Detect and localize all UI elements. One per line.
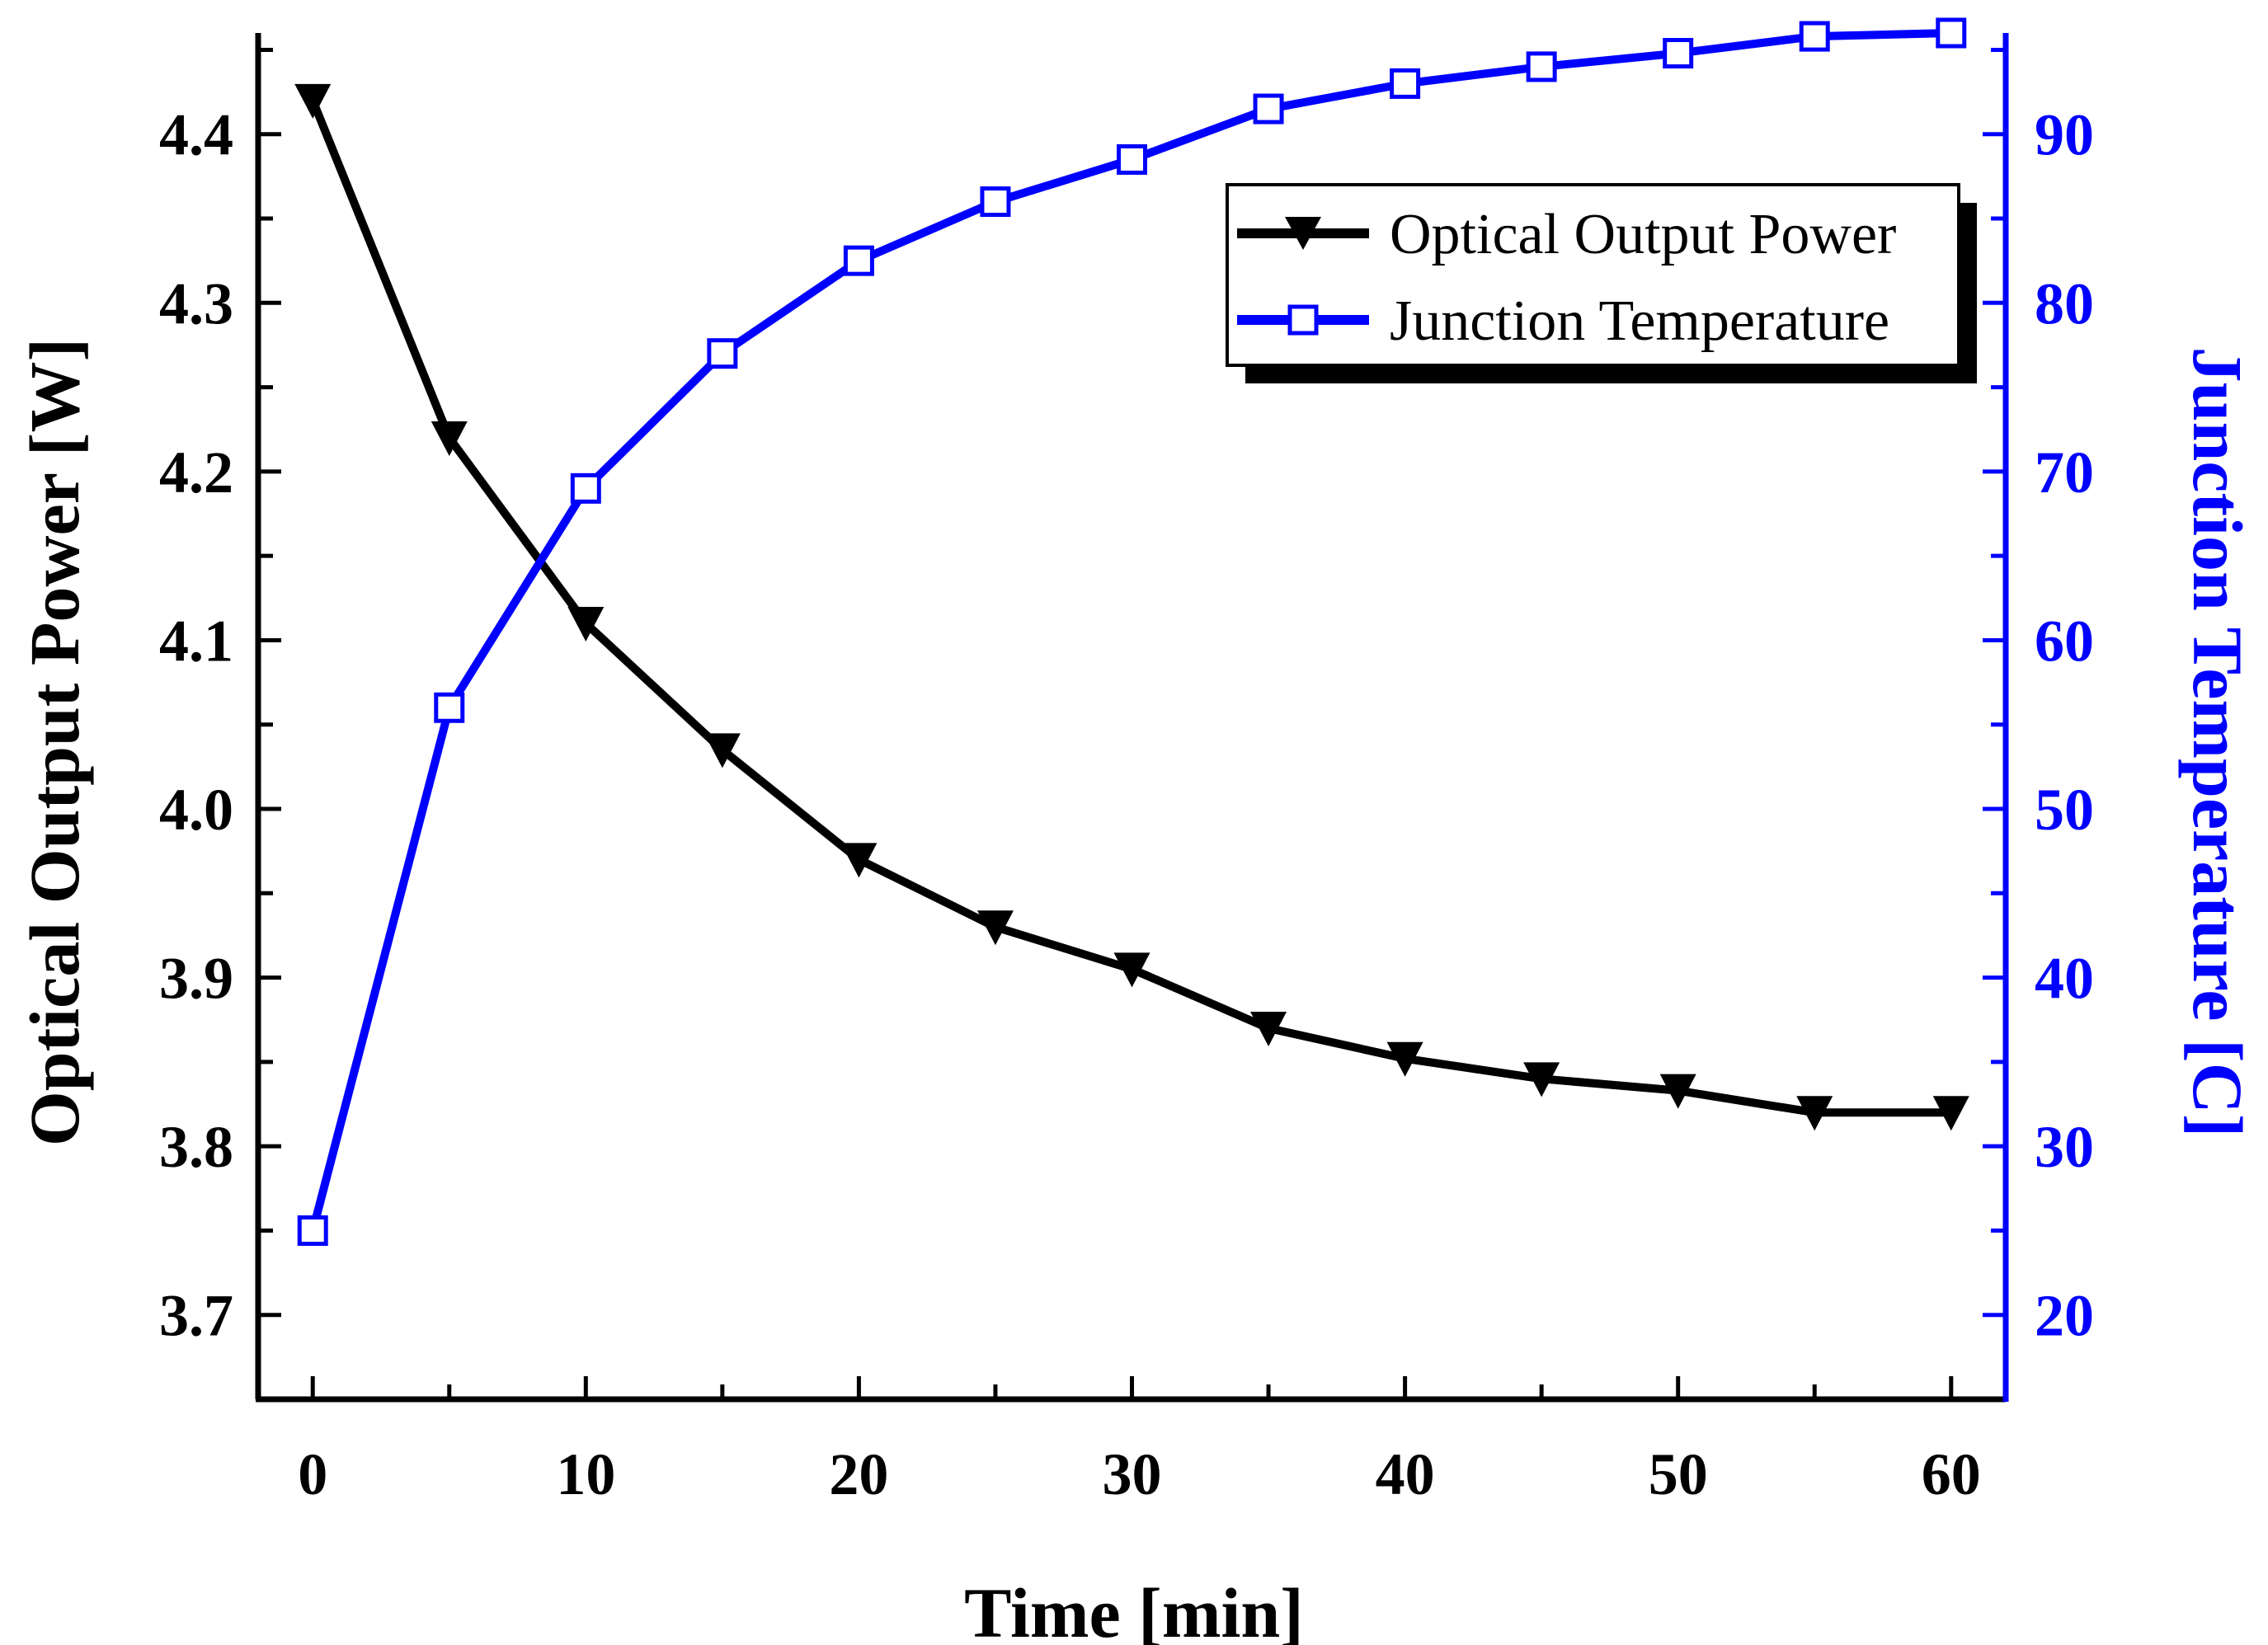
optical-output-power-point	[1250, 1011, 1287, 1046]
right-y-tick-label: 20	[2035, 1283, 2094, 1349]
junction-temperature-point	[980, 186, 1011, 218]
right-y-tick-label: 60	[2035, 608, 2094, 674]
legend-entry-junction-temperature: Junction Temperature	[1237, 289, 1889, 353]
x-tick-label: 10	[556, 1441, 615, 1507]
axes	[255, 33, 2009, 1403]
optical-output-power-point	[431, 421, 468, 456]
optical-output-power-point	[703, 733, 741, 768]
optical-output-power-point	[1113, 952, 1150, 988]
optical-output-power-point	[294, 83, 332, 119]
optical-output-power-point	[976, 910, 1014, 946]
left-y-tick-label: 4.0	[159, 777, 233, 843]
right-y-tick-label: 30	[2035, 1114, 2094, 1180]
legend: Optical Output Power Junction Temperatur…	[1226, 183, 1977, 383]
legend-entry-optical-output-power: Optical Output Power	[1237, 203, 1896, 266]
x-tick-label: 40	[1376, 1441, 1435, 1507]
optical-output-power-point	[1796, 1096, 1833, 1131]
optical-output-power-point	[1523, 1062, 1560, 1097]
junction-temperature-point	[434, 692, 465, 723]
right-y-axis-title: Junction Temperature [C]	[2178, 347, 2257, 1138]
legend-label-junction-temperature: Junction Temperature	[1390, 289, 1889, 353]
right-y-tick-label: 80	[2035, 270, 2094, 336]
junction-temperature-point	[1936, 17, 1967, 49]
x-tick-label: 30	[1103, 1441, 1162, 1507]
right-y-tick-label: 70	[2035, 439, 2094, 505]
left-y-tick-label: 3.8	[159, 1114, 233, 1180]
right-y-tick-label: 50	[2035, 777, 2094, 843]
junction-temperature-point	[570, 472, 601, 504]
tick-labels: 0 10 20 30 40 50 60 3.7 3.8 3.9 4.0 4.1 4.2 4.3 4.4 20 3…	[159, 102, 2094, 1507]
x-tick-label: 50	[1649, 1441, 1708, 1507]
left-y-axis-title: Optical Output Power [W]	[15, 338, 94, 1146]
junction-temperature-point	[1526, 51, 1557, 82]
x-tick-label: 0	[298, 1441, 327, 1507]
x-tick-label: 60	[1922, 1441, 1981, 1507]
left-y-tick-label: 4.1	[159, 608, 233, 674]
junction-temperature-point	[707, 338, 738, 369]
legend-label-optical-output-power: Optical Output Power	[1390, 203, 1896, 266]
junction-temperature-point	[843, 245, 874, 276]
left-y-tick-label: 3.9	[159, 946, 233, 1012]
left-y-tick-label: 4.4	[159, 102, 233, 168]
optical-output-power-point	[1659, 1074, 1696, 1109]
left-y-tick-label: 4.3	[159, 270, 233, 336]
junction-temperature-point	[1799, 21, 1830, 52]
series-layer	[294, 17, 1969, 1246]
right-y-tick-label: 90	[2035, 102, 2094, 168]
junction-temperature-point	[1117, 143, 1147, 175]
optical-output-power-point	[1386, 1041, 1423, 1077]
junction-temperature-point	[1253, 93, 1284, 125]
junction-temperature-point	[297, 1215, 328, 1246]
x-tick-label: 20	[829, 1441, 888, 1507]
left-y-tick-label: 3.7	[159, 1283, 233, 1349]
x-axis-title: Time [min]	[964, 1573, 1304, 1645]
junction-temperature-point	[1390, 68, 1421, 99]
optical-output-power-point	[840, 843, 878, 878]
junction-temperature-point	[1663, 38, 1694, 69]
left-y-tick-label: 4.2	[159, 439, 233, 505]
optical-output-power-point	[567, 606, 605, 642]
optical-output-power-point	[1932, 1096, 1969, 1131]
right-y-tick-label: 40	[2035, 946, 2094, 1012]
legend-box	[1226, 183, 1960, 367]
